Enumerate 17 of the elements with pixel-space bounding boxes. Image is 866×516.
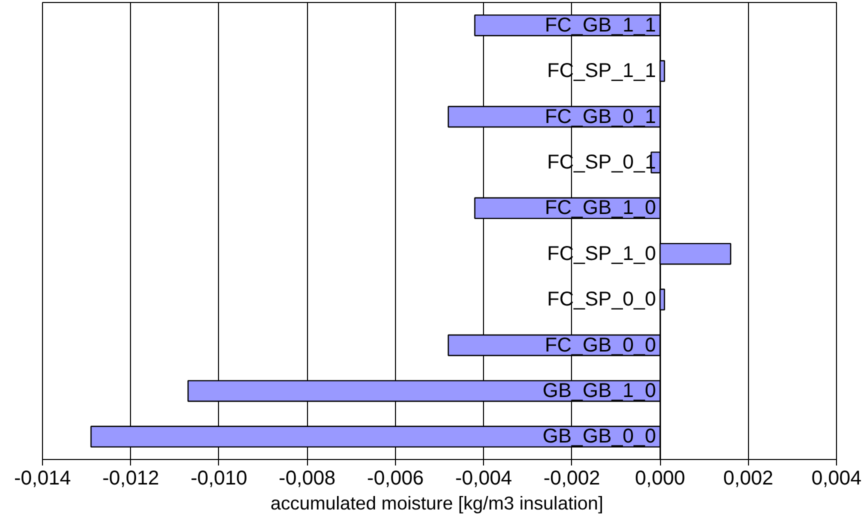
x-tick-label: -0,008 <box>278 468 336 490</box>
x-tick-label: -0,002 <box>543 468 600 490</box>
x-tick-label: -0,012 <box>102 468 160 490</box>
x-tick-label: 0,004 <box>811 468 862 490</box>
x-tick-label: 0,002 <box>723 468 774 490</box>
x-tick-label: 0,000 <box>635 468 686 490</box>
x-tick-label: -0,006 <box>367 468 424 490</box>
y-tick-label: FC_GB_0_1 <box>544 106 656 128</box>
y-tick-label: GB_GB_0_0 <box>542 426 656 448</box>
y-tick-label: FC_GB_1_0 <box>544 197 656 220</box>
y-tick-label: FC_GB_0_0 <box>544 334 656 356</box>
y-tick-label: GB_GB_1_0 <box>542 380 656 402</box>
x-tick-label: -0,004 <box>455 468 512 490</box>
y-tick-label: FC_GB_1_1 <box>544 14 656 36</box>
x-tick-label: -0,010 <box>190 468 248 490</box>
x-tick-label: -0,014 <box>14 468 71 490</box>
x-axis-title: accumulated moisture [kg/m3 insulation] <box>270 492 604 514</box>
